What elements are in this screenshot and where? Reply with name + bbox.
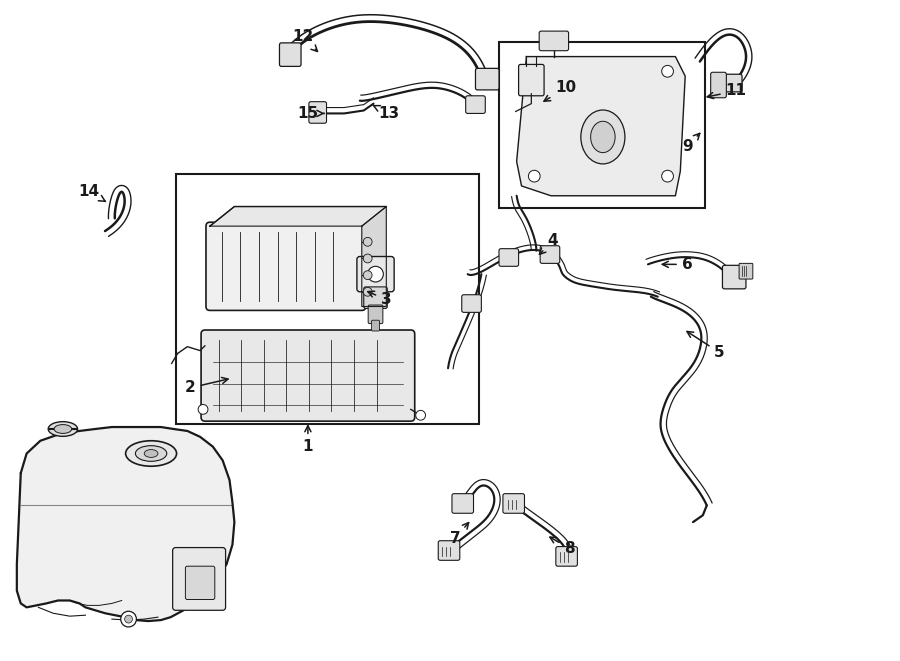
- FancyBboxPatch shape: [357, 256, 394, 292]
- Text: 15: 15: [297, 106, 324, 121]
- FancyBboxPatch shape: [201, 330, 415, 421]
- Text: 14: 14: [79, 184, 105, 202]
- FancyBboxPatch shape: [540, 246, 560, 263]
- Bar: [176, 175, 480, 424]
- Circle shape: [364, 288, 372, 296]
- Text: 11: 11: [707, 83, 747, 98]
- Circle shape: [124, 615, 132, 623]
- FancyBboxPatch shape: [185, 566, 215, 600]
- Ellipse shape: [126, 441, 176, 466]
- Circle shape: [662, 65, 673, 77]
- Text: 5: 5: [687, 331, 725, 360]
- FancyBboxPatch shape: [206, 222, 365, 311]
- Circle shape: [364, 254, 372, 263]
- FancyBboxPatch shape: [518, 64, 544, 96]
- Ellipse shape: [49, 422, 77, 436]
- Text: 2: 2: [184, 377, 228, 395]
- Ellipse shape: [580, 110, 625, 164]
- Polygon shape: [362, 206, 386, 307]
- Text: 8: 8: [550, 537, 575, 556]
- Polygon shape: [17, 427, 234, 621]
- FancyBboxPatch shape: [556, 547, 578, 566]
- FancyBboxPatch shape: [503, 494, 525, 514]
- Text: 9: 9: [682, 134, 700, 154]
- FancyBboxPatch shape: [368, 305, 382, 324]
- Text: 6: 6: [662, 257, 692, 272]
- Text: 3: 3: [368, 292, 392, 307]
- Text: 13: 13: [374, 105, 400, 121]
- Circle shape: [198, 405, 208, 414]
- FancyBboxPatch shape: [462, 295, 482, 313]
- Text: 4: 4: [539, 233, 558, 254]
- FancyBboxPatch shape: [723, 265, 746, 289]
- FancyBboxPatch shape: [364, 287, 387, 309]
- Ellipse shape: [135, 446, 166, 461]
- Circle shape: [662, 171, 673, 182]
- Circle shape: [416, 410, 426, 420]
- Ellipse shape: [54, 424, 72, 434]
- Text: 12: 12: [292, 30, 318, 52]
- Circle shape: [368, 266, 383, 282]
- Ellipse shape: [590, 121, 615, 153]
- FancyBboxPatch shape: [280, 43, 301, 66]
- FancyBboxPatch shape: [499, 249, 518, 266]
- FancyBboxPatch shape: [475, 68, 499, 90]
- FancyBboxPatch shape: [739, 263, 752, 279]
- FancyBboxPatch shape: [711, 72, 726, 98]
- FancyBboxPatch shape: [721, 74, 742, 92]
- FancyBboxPatch shape: [438, 541, 460, 561]
- FancyBboxPatch shape: [309, 102, 327, 123]
- Ellipse shape: [144, 449, 158, 457]
- FancyBboxPatch shape: [372, 320, 380, 331]
- Text: 7: 7: [450, 523, 469, 546]
- Polygon shape: [517, 57, 685, 196]
- FancyBboxPatch shape: [539, 31, 569, 51]
- FancyBboxPatch shape: [452, 494, 473, 514]
- Polygon shape: [210, 206, 386, 226]
- FancyBboxPatch shape: [465, 96, 485, 114]
- Circle shape: [364, 271, 372, 280]
- Circle shape: [121, 611, 137, 627]
- FancyBboxPatch shape: [173, 547, 226, 610]
- Circle shape: [528, 171, 540, 182]
- Text: 10: 10: [544, 81, 576, 101]
- Circle shape: [528, 65, 540, 77]
- Circle shape: [364, 237, 372, 246]
- Bar: [499, 42, 705, 208]
- Text: 1: 1: [302, 426, 313, 454]
